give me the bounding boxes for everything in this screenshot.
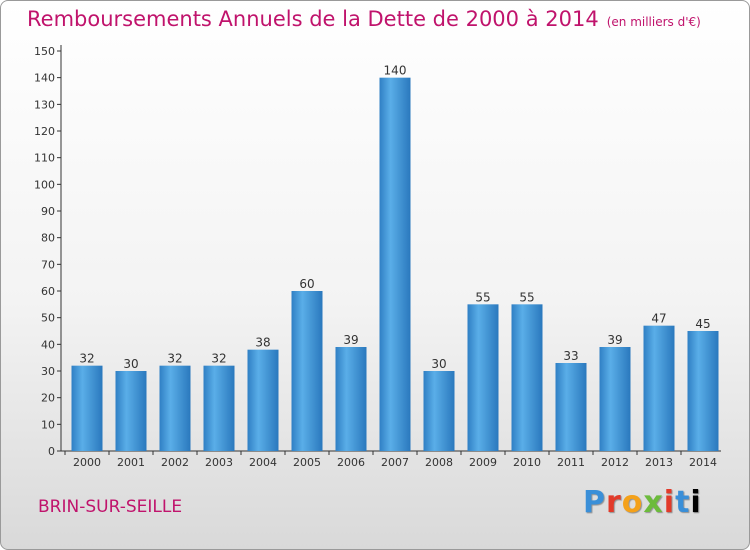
x-tick-label: 2012 [601, 456, 629, 469]
y-tick-label: 10 [41, 418, 55, 431]
y-tick-label: 70 [41, 258, 55, 271]
y-tick-label: 100 [34, 178, 55, 191]
y-tick-label: 30 [41, 365, 55, 378]
chart-title: Remboursements Annuels de la Dette de 20… [27, 7, 701, 31]
y-tick-label: 0 [48, 445, 55, 458]
logo-letter: o [621, 485, 644, 520]
x-tick-label: 2004 [249, 456, 277, 469]
bar [599, 347, 631, 451]
bar-value-label: 30 [123, 357, 138, 371]
bar [511, 304, 543, 451]
logo-letter: r [606, 485, 622, 520]
y-tick-label: 150 [34, 45, 55, 58]
bar-value-label: 30 [431, 357, 446, 371]
y-tick-label: 120 [34, 125, 55, 138]
x-tick-label: 2006 [337, 456, 365, 469]
x-tick-label: 2001 [117, 456, 145, 469]
bar-value-label: 140 [384, 64, 407, 78]
bar [291, 291, 323, 451]
commune-name: BRIN-SUR-SEILLE [38, 497, 183, 517]
bar [555, 363, 587, 451]
bar [687, 331, 719, 451]
bar-value-label: 39 [607, 333, 622, 347]
x-tick-label: 2010 [513, 456, 541, 469]
logo-letter: P [583, 485, 606, 520]
bar-value-label: 33 [563, 349, 578, 363]
x-tick-label: 2000 [73, 456, 101, 469]
y-tick-label: 40 [41, 338, 55, 351]
x-tick-label: 2007 [381, 456, 409, 469]
bar-value-label: 45 [695, 317, 710, 331]
bar-value-label: 38 [255, 336, 270, 350]
bar [203, 365, 235, 451]
y-tick-label: 60 [41, 285, 55, 298]
y-tick-label: 80 [41, 232, 55, 245]
bar-value-label: 39 [343, 333, 358, 347]
bar [467, 304, 499, 451]
bar [423, 371, 455, 451]
bar-value-label: 60 [299, 277, 314, 291]
x-tick-label: 2013 [645, 456, 673, 469]
bar-value-label: 55 [519, 290, 534, 304]
bar [335, 347, 367, 451]
x-tick-label: 2008 [425, 456, 453, 469]
chart-title-text: Remboursements Annuels de la Dette de 20… [27, 7, 599, 31]
x-tick-label: 2011 [557, 456, 585, 469]
bar [379, 77, 411, 452]
x-tick-label: 2014 [689, 456, 717, 469]
bar-value-label: 55 [475, 290, 490, 304]
logo-letter: t [675, 485, 691, 520]
bar-value-label: 32 [79, 352, 94, 366]
x-tick-label: 2009 [469, 456, 497, 469]
logo-letter: x [643, 485, 664, 520]
x-tick-label: 2002 [161, 456, 189, 469]
x-tick-label: 2005 [293, 456, 321, 469]
y-tick-label: 110 [34, 152, 55, 165]
bar-value-label: 47 [651, 312, 666, 326]
bar [115, 371, 147, 451]
bar-value-label: 32 [167, 352, 182, 366]
logo-letter: i [690, 485, 702, 520]
y-tick-label: 140 [34, 72, 55, 85]
bar [643, 325, 675, 451]
y-tick-label: 130 [34, 98, 55, 111]
proxiti-logo: Proxiti [583, 485, 702, 520]
bar-value-label: 32 [211, 352, 226, 366]
y-tick-label: 90 [41, 205, 55, 218]
x-tick-label: 2003 [205, 456, 233, 469]
bar [247, 349, 279, 451]
bar [71, 365, 103, 451]
bar [159, 365, 191, 451]
y-tick-label: 20 [41, 392, 55, 405]
y-tick-label: 50 [41, 312, 55, 325]
logo-letter: i [663, 485, 676, 520]
chart-unit: (en milliers d'€) [606, 15, 701, 29]
